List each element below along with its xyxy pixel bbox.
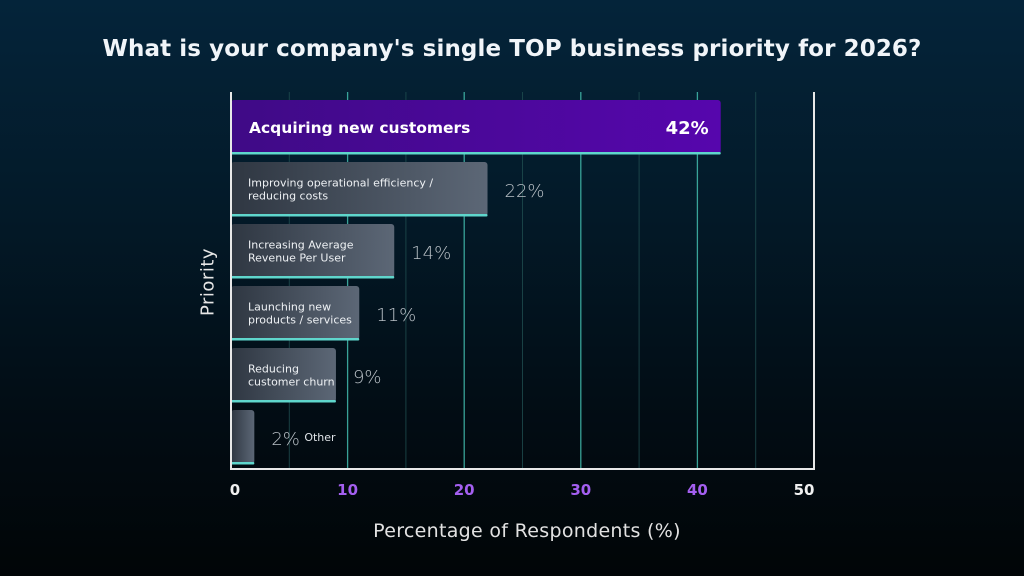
x-tick-label: 20 <box>454 481 475 499</box>
bar <box>231 410 255 464</box>
x-tick-label: 10 <box>337 481 358 499</box>
x-tick-label: 50 <box>794 481 815 499</box>
bar-underline <box>231 152 721 155</box>
bar-category-label: customer churn <box>248 376 335 389</box>
bar-underline <box>231 214 488 217</box>
bar-group: Acquiring new customers 42% <box>231 100 721 155</box>
bar <box>231 100 721 154</box>
bar-category-label: Acquiring new customers <box>249 119 470 137</box>
bar-group: 22% Improving operational efficiency /red… <box>231 162 545 217</box>
chart-title: What is your company's single TOP busine… <box>102 36 922 62</box>
bar-underline <box>231 400 336 403</box>
bar-category-label: Launching new <box>248 301 331 314</box>
bar-category-label: Revenue Per User <box>248 252 346 265</box>
bar-category-label: Improving operational efficiency / <box>248 177 433 190</box>
bar-value-label: 2% <box>271 429 300 450</box>
bar-value-label: 42% <box>666 118 709 139</box>
bar <box>231 162 488 216</box>
bar-value-label: 11% <box>376 305 416 326</box>
x-tick-label: 30 <box>570 481 591 499</box>
bar-value-label: 9% <box>353 367 382 388</box>
bar-value-label: 22% <box>505 181 545 202</box>
bar-category-label: products / services <box>248 314 352 327</box>
bar-category-label: reducing costs <box>248 190 328 203</box>
bar-group: 2% Other <box>231 410 336 465</box>
x-tick-label: 0 <box>230 481 240 499</box>
bar-underline <box>231 276 395 279</box>
bar-category-label: Increasing Average <box>248 239 354 252</box>
bar-value-label: 14% <box>411 243 451 264</box>
bar <box>231 286 360 340</box>
bar-category-label: Other <box>304 431 336 444</box>
bar-underline <box>231 338 360 341</box>
bar <box>231 348 336 402</box>
bar-category-label: Reducing <box>248 363 299 376</box>
bar-underline <box>231 462 255 465</box>
bar <box>231 224 395 278</box>
x-tick-label: 40 <box>687 481 708 499</box>
x-axis-label: Percentage of Respondents (%) <box>373 520 681 542</box>
